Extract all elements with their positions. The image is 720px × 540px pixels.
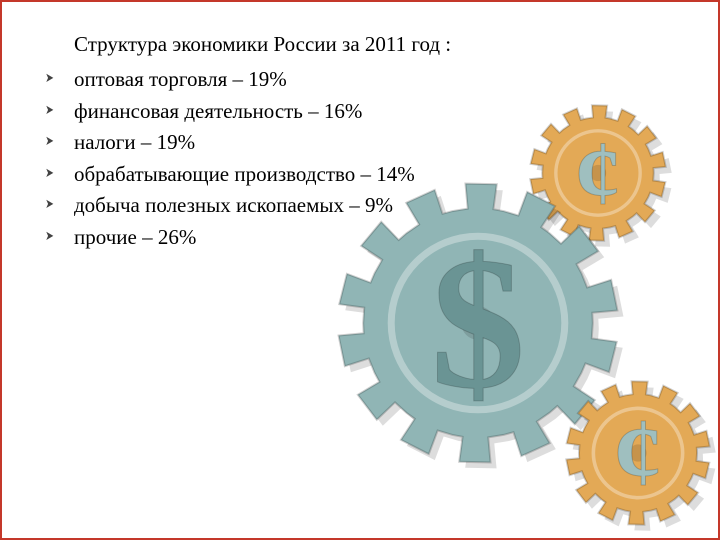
slide: Структура экономики России за 2011 год :…	[0, 0, 720, 540]
svg-text:¢: ¢	[575, 122, 621, 224]
gears-graphic: ¢ $ ¢	[298, 53, 718, 538]
svg-text:¢: ¢	[614, 399, 663, 507]
svg-text:$: $	[431, 219, 526, 428]
gears-icon: ¢ $ ¢	[298, 53, 718, 533]
